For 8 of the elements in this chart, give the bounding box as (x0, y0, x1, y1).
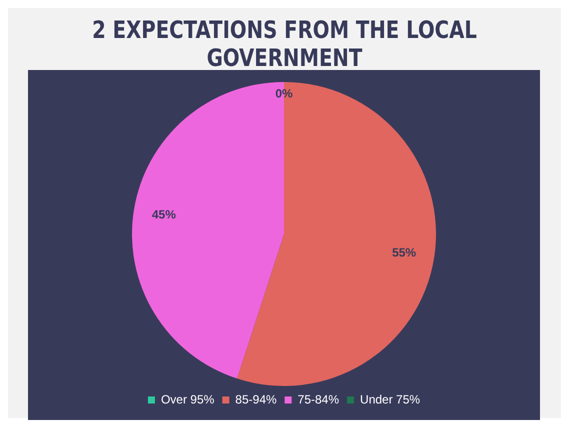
text: 0% (275, 86, 293, 100)
legend-label: Under 75% (360, 392, 420, 406)
data-label: 55% (392, 245, 416, 260)
legend-label: 75-84% (298, 392, 340, 406)
data-label: 45% (152, 207, 176, 222)
legend-label: 85-94% (235, 392, 277, 406)
legend-label: Over 95% (160, 392, 215, 406)
chart-title: 2 EXPECTATIONS FROM THE LOCAL GOVERNMENT (91, 15, 478, 72)
